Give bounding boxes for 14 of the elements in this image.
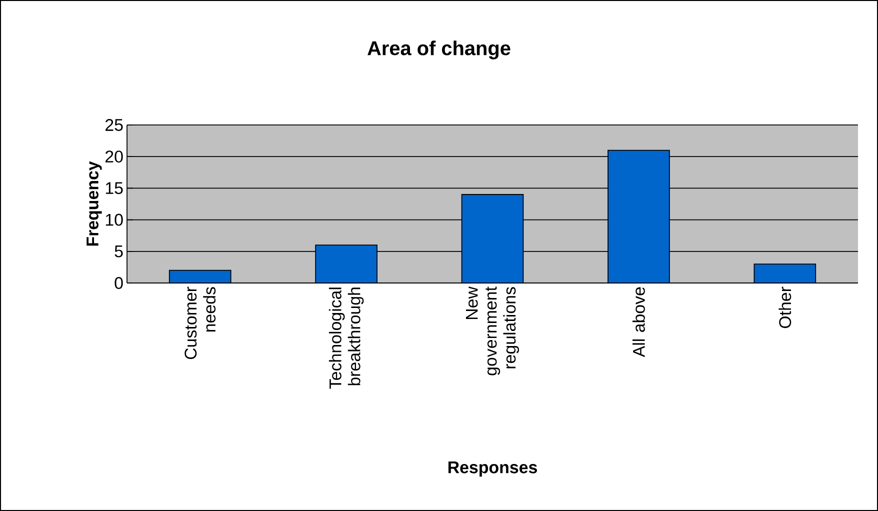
chart-title: Area of change: [368, 40, 510, 60]
x-tick-label: All above: [632, 287, 645, 358]
y-tick-label: 0: [114, 276, 123, 289]
y-tick-label: 10: [106, 214, 123, 226]
y-tick-label: 25: [106, 118, 123, 131]
y-tick-label: 20: [106, 150, 123, 163]
y-tick-label: 15: [106, 182, 123, 194]
x-tick-label: Customer needs: [184, 286, 216, 360]
x-tick-label: Other: [778, 286, 792, 328]
x-axis-title: Responses: [448, 462, 537, 477]
y-tick-label: 5: [114, 245, 123, 258]
y-axis-title: Frequency: [86, 161, 102, 246]
x-tick-label: Technological breakthrough: [328, 288, 364, 389]
x-tick-label: New government regulations: [466, 286, 520, 376]
